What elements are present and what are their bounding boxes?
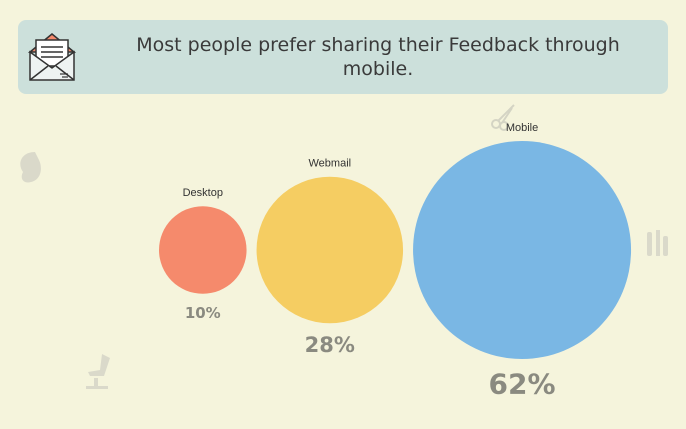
bubble-label-mobile: Mobile [506, 122, 538, 134]
bubble-mobile [413, 141, 632, 359]
hair-head-icon [20, 152, 41, 183]
envelope-letter-icon [28, 33, 76, 81]
comb-brush-icon [647, 230, 668, 256]
bubble-desktop [159, 206, 247, 294]
bubble-value-mobile: 62% [489, 367, 556, 400]
headline-text: Most people prefer sharing their Feedbac… [136, 34, 620, 80]
headline-banner: Most people prefer sharing their Feedbac… [18, 20, 668, 94]
bubble-label-desktop: Desktop [183, 187, 223, 199]
salon-chair-icon [86, 354, 110, 389]
bubble-value-webmail: 28% [305, 333, 355, 357]
bubble-label-webmail: Webmail [309, 158, 352, 170]
bubble-value-desktop: 10% [185, 304, 221, 322]
bubble-webmail [256, 176, 404, 324]
scissors-icon [491, 104, 515, 131]
